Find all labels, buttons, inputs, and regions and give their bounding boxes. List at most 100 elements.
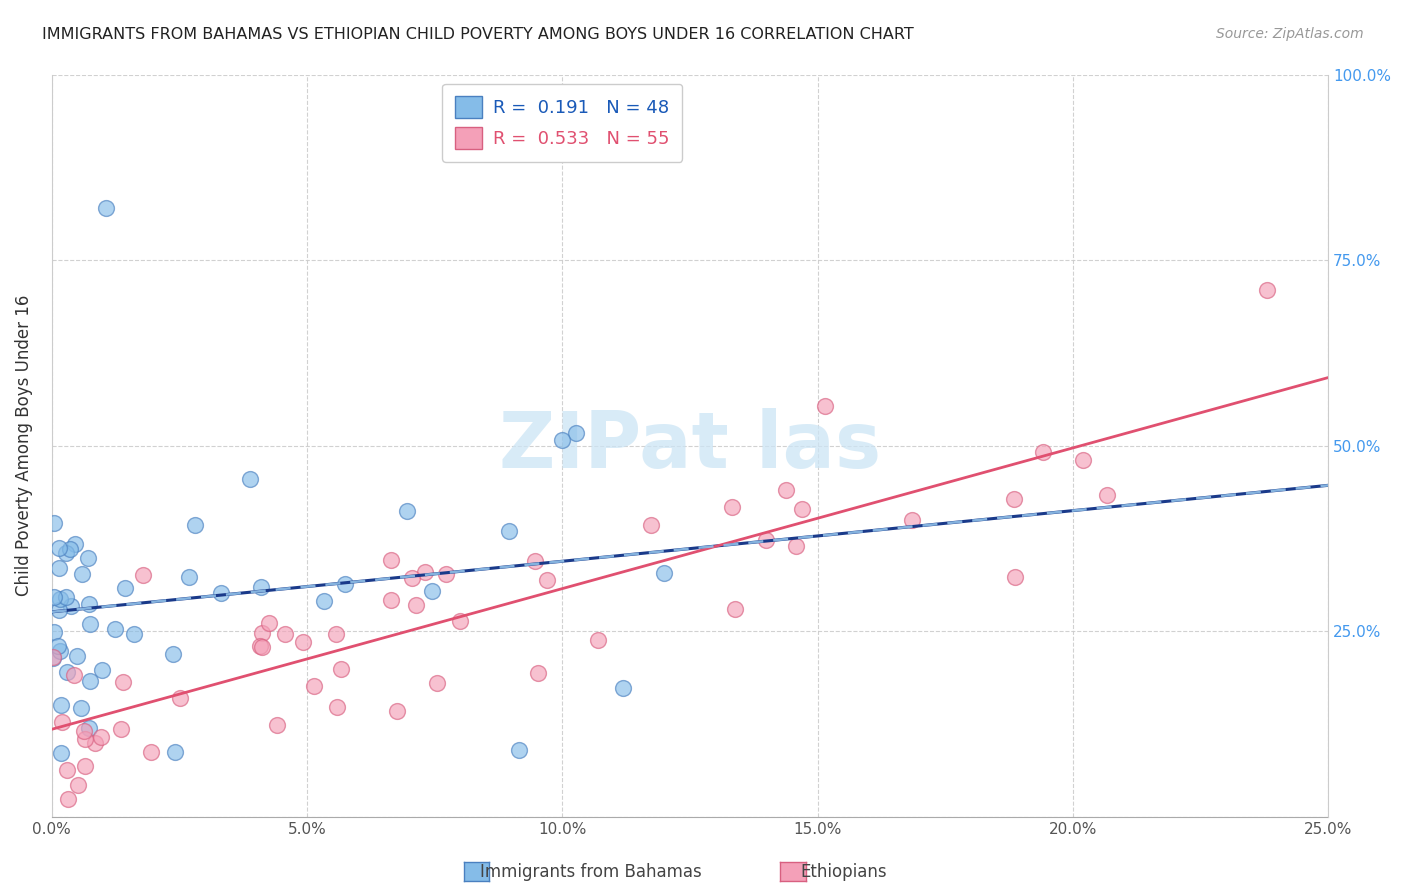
Point: [380, 593, 402, 607]
Point: [122, 627, 145, 641]
Point: [132, 567, 155, 582]
Point: [91, 663, 114, 677]
Point: [588, 632, 610, 647]
Legend: R =  0.191   N = 48, R =  0.533   N = 55: R = 0.191 N = 48, R = 0.533 N = 55: [443, 84, 682, 162]
Point: [266, 718, 288, 732]
Text: ZIPat las: ZIPat las: [499, 408, 882, 483]
Point: [405, 598, 427, 612]
Point: [329, 662, 352, 676]
Point: [169, 690, 191, 705]
Point: [41, 649, 63, 664]
Point: [77, 597, 100, 611]
Point: [333, 577, 356, 591]
Point: [79, 673, 101, 688]
Point: [48, 603, 70, 617]
Point: [536, 574, 558, 588]
Point: [1002, 491, 1025, 506]
Point: [292, 635, 315, 649]
Point: [721, 500, 744, 514]
Point: [51, 714, 73, 729]
Point: [70, 701, 93, 715]
Point: [250, 640, 273, 654]
Point: [724, 602, 747, 616]
Point: [814, 399, 837, 413]
Point: [565, 426, 588, 441]
Point: [63, 667, 86, 681]
Point: [179, 570, 201, 584]
Point: [114, 581, 136, 595]
Point: [527, 666, 550, 681]
Point: [73, 731, 96, 746]
Point: [110, 722, 132, 736]
Point: [44, 590, 66, 604]
Point: [84, 736, 107, 750]
Point: [90, 730, 112, 744]
Point: [49, 644, 72, 658]
Point: [498, 524, 520, 538]
Point: [326, 699, 349, 714]
Point: [44, 625, 66, 640]
Point: [1032, 444, 1054, 458]
Text: Source: ZipAtlas.com: Source: ZipAtlas.com: [1216, 27, 1364, 41]
Point: [785, 539, 807, 553]
Point: [612, 681, 634, 696]
Point: [73, 724, 96, 739]
Point: [755, 533, 778, 547]
Point: [1071, 453, 1094, 467]
Point: [162, 647, 184, 661]
Point: [184, 517, 207, 532]
Point: [63, 537, 86, 551]
Point: [312, 593, 335, 607]
Point: [654, 566, 676, 581]
Point: [434, 567, 457, 582]
Point: [46, 639, 69, 653]
Point: [524, 554, 547, 568]
Point: [249, 639, 271, 653]
Point: [51, 747, 73, 761]
Point: [387, 704, 409, 718]
Point: [55, 591, 77, 605]
Point: [55, 665, 77, 679]
Point: [55, 764, 77, 778]
Point: [111, 675, 134, 690]
Point: [302, 679, 325, 693]
Point: [67, 778, 90, 792]
Point: [257, 615, 280, 630]
Point: [239, 472, 262, 486]
Point: [56, 792, 79, 806]
Point: [49, 591, 72, 606]
Point: [274, 626, 297, 640]
Text: Immigrants from Bahamas: Immigrants from Bahamas: [479, 863, 702, 881]
Text: Ethiopians: Ethiopians: [800, 863, 887, 881]
Point: [73, 759, 96, 773]
Point: [65, 648, 87, 663]
Point: [413, 565, 436, 579]
Point: [209, 585, 232, 599]
Point: [59, 541, 82, 556]
Point: [94, 201, 117, 215]
Point: [640, 518, 662, 533]
Point: [1256, 283, 1278, 297]
Point: [79, 616, 101, 631]
Point: [70, 567, 93, 582]
Point: [250, 580, 273, 594]
Point: [790, 502, 813, 516]
Point: [380, 553, 402, 567]
Point: [508, 743, 530, 757]
Point: [551, 433, 574, 447]
Point: [79, 721, 101, 735]
Point: [449, 614, 471, 628]
Point: [252, 626, 274, 640]
Point: [775, 483, 797, 497]
Point: [77, 551, 100, 566]
Y-axis label: Child Poverty Among Boys Under 16: Child Poverty Among Boys Under 16: [15, 295, 32, 597]
Point: [103, 622, 125, 636]
Point: [163, 745, 186, 759]
Point: [49, 698, 72, 712]
Point: [426, 676, 449, 690]
Point: [48, 561, 70, 575]
Point: [41, 651, 63, 665]
Point: [901, 513, 924, 527]
Point: [59, 599, 82, 613]
Point: [1095, 488, 1118, 502]
